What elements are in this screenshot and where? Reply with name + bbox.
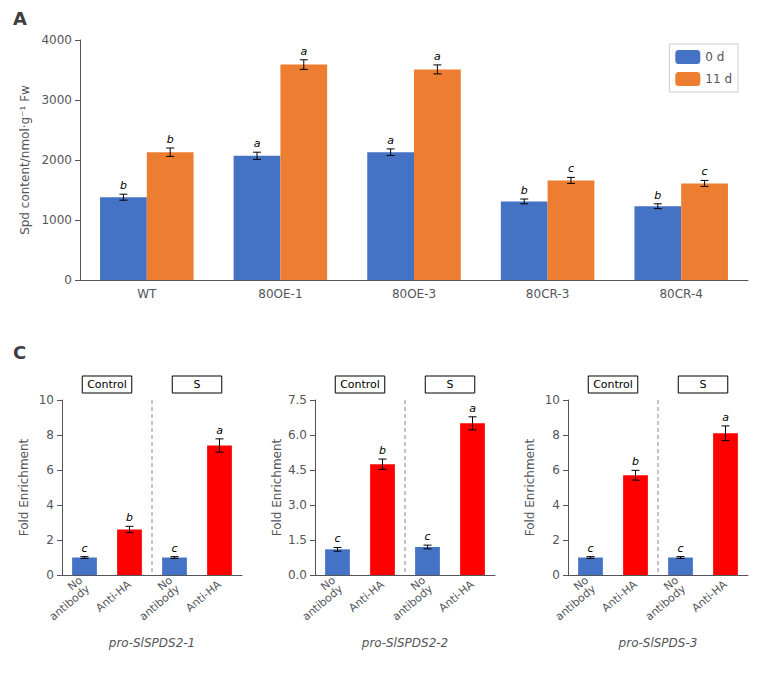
svg-text:b: b <box>120 179 127 192</box>
svg-text:2: 2 <box>552 533 560 547</box>
svg-text:WT: WT <box>137 287 157 301</box>
svg-text:antibody: antibody <box>300 582 346 623</box>
svg-text:pro-SlSPDS2-1: pro-SlSPDS2-1 <box>108 636 195 650</box>
svg-text:S: S <box>194 378 201 391</box>
svg-text:6.0: 6.0 <box>288 428 307 442</box>
svg-text:11 d: 11 d <box>705 72 732 86</box>
svg-text:c: c <box>677 542 683 555</box>
svg-text:2: 2 <box>46 533 54 547</box>
svg-text:Fold Enrichment: Fold Enrichment <box>17 438 31 536</box>
svg-text:10: 10 <box>39 393 54 407</box>
svg-text:b: b <box>654 189 661 202</box>
svg-text:S: S <box>447 378 454 391</box>
svg-text:80OE-3: 80OE-3 <box>392 287 436 301</box>
svg-text:0 d: 0 d <box>705 50 724 64</box>
svg-text:Control: Control <box>340 378 380 391</box>
svg-text:4000: 4000 <box>41 33 72 47</box>
svg-text:80CR-4: 80CR-4 <box>659 287 702 301</box>
svg-text:8: 8 <box>552 428 560 442</box>
svg-text:0: 0 <box>64 273 72 287</box>
svg-text:Fold Enrichment: Fold Enrichment <box>523 438 537 536</box>
svg-text:2000: 2000 <box>41 153 72 167</box>
svg-text:c: c <box>702 165 708 178</box>
svg-text:antibody: antibody <box>643 582 689 623</box>
svg-text:b: b <box>379 444 386 457</box>
svg-text:c: c <box>587 542 593 555</box>
svg-text:c: c <box>81 542 87 555</box>
svg-text:3000: 3000 <box>41 93 72 107</box>
svg-text:Spd content/nmol·g⁻¹ Fw: Spd content/nmol·g⁻¹ Fw <box>18 85 32 235</box>
svg-text:Control: Control <box>87 378 127 391</box>
svg-text:1.5: 1.5 <box>288 533 307 547</box>
svg-text:Anti-HA: Anti-HA <box>93 578 134 615</box>
svg-text:Anti-HA: Anti-HA <box>436 578 477 615</box>
svg-text:4: 4 <box>46 498 54 512</box>
svg-text:pro-SlSPDS-3: pro-SlSPDS-3 <box>618 636 698 650</box>
svg-text:C: C <box>13 342 26 363</box>
svg-text:S: S <box>700 378 707 391</box>
svg-text:Anti-HA: Anti-HA <box>346 578 387 615</box>
svg-text:No: No <box>571 573 592 594</box>
svg-text:antibody: antibody <box>390 582 436 623</box>
svg-text:a: a <box>722 411 729 424</box>
svg-text:1000: 1000 <box>41 213 72 227</box>
svg-text:No: No <box>408 573 429 594</box>
svg-text:b: b <box>521 184 528 197</box>
svg-text:a: a <box>469 402 476 415</box>
svg-text:10: 10 <box>545 393 560 407</box>
svg-text:c: c <box>568 162 574 175</box>
svg-text:No: No <box>155 573 176 594</box>
svg-text:Fold Enrichment: Fold Enrichment <box>270 438 284 536</box>
svg-text:6: 6 <box>552 463 560 477</box>
svg-text:antibody: antibody <box>137 582 183 623</box>
svg-text:antibody: antibody <box>553 582 599 623</box>
svg-text:b: b <box>632 455 639 468</box>
svg-text:c: c <box>171 542 177 555</box>
svg-text:a: a <box>300 45 307 58</box>
svg-text:a: a <box>254 137 261 150</box>
svg-text:No: No <box>318 573 339 594</box>
svg-text:c: c <box>424 530 430 543</box>
svg-text:No: No <box>661 573 682 594</box>
svg-text:a: a <box>387 134 394 147</box>
svg-text:b: b <box>126 511 133 524</box>
svg-text:No: No <box>65 573 86 594</box>
svg-text:Control: Control <box>593 378 633 391</box>
svg-text:7.5: 7.5 <box>288 393 307 407</box>
svg-text:pro-SlSPDS2-2: pro-SlSPDS2-2 <box>361 636 448 650</box>
svg-text:a: a <box>434 50 441 63</box>
svg-text:antibody: antibody <box>47 582 93 623</box>
svg-text:4: 4 <box>552 498 560 512</box>
svg-text:Anti-HA: Anti-HA <box>183 578 224 615</box>
svg-text:0: 0 <box>46 568 54 582</box>
svg-text:Anti-HA: Anti-HA <box>599 578 640 615</box>
svg-text:3.0: 3.0 <box>288 498 307 512</box>
svg-text:A: A <box>13 8 27 29</box>
svg-text:a: a <box>216 424 223 437</box>
svg-text:80OE-1: 80OE-1 <box>258 287 302 301</box>
svg-text:0.0: 0.0 <box>288 568 307 582</box>
svg-text:b: b <box>167 133 174 146</box>
svg-text:8: 8 <box>46 428 54 442</box>
svg-text:0: 0 <box>552 568 560 582</box>
svg-text:4.5: 4.5 <box>288 463 307 477</box>
svg-text:Anti-HA: Anti-HA <box>689 578 730 615</box>
svg-text:80CR-3: 80CR-3 <box>526 287 569 301</box>
svg-text:c: c <box>334 532 340 545</box>
svg-text:6: 6 <box>46 463 54 477</box>
